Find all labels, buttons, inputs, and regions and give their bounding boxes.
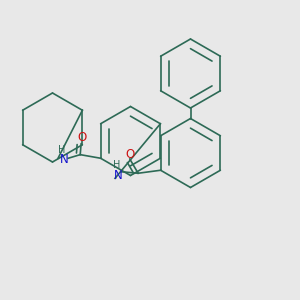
Text: O: O — [125, 148, 134, 161]
Text: H: H — [113, 160, 120, 170]
Text: N: N — [60, 153, 69, 166]
Text: H: H — [58, 145, 65, 155]
Text: N: N — [114, 169, 123, 182]
Text: O: O — [77, 131, 86, 144]
